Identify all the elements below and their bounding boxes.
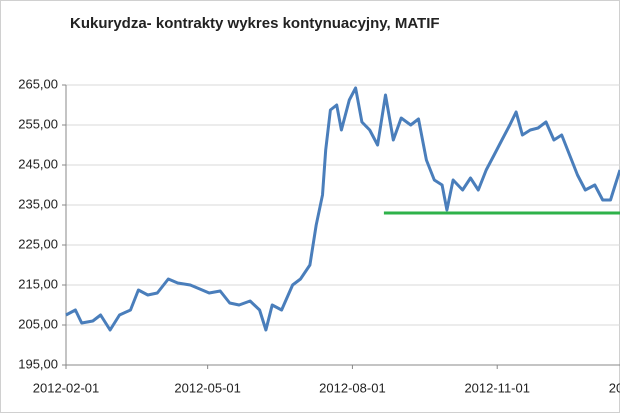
y-tick-label: 205,00 <box>18 316 58 331</box>
y-tick-label: 225,00 <box>18 236 58 251</box>
y-tick-label: 245,00 <box>18 156 58 171</box>
price-line <box>65 86 620 332</box>
x-tick-label: 2012-08-01 <box>319 380 386 395</box>
y-tick-label: 235,00 <box>18 196 58 211</box>
x-tick-label: 2012-05-01 <box>174 380 241 395</box>
y-tick-label: 215,00 <box>18 276 58 291</box>
x-tick-label: 2013-02-01 <box>609 380 620 395</box>
x-tick-label: 2012-02-01 <box>33 380 100 395</box>
y-tick-label: 195,00 <box>18 356 58 371</box>
x-tick-label: 2012-11-01 <box>464 380 530 395</box>
chart-title: Kukurydza- kontrakty wykres kontynuacyjn… <box>70 15 440 32</box>
y-tick-label: 255,00 <box>18 116 58 131</box>
y-tick-label: 265,00 <box>18 76 58 91</box>
